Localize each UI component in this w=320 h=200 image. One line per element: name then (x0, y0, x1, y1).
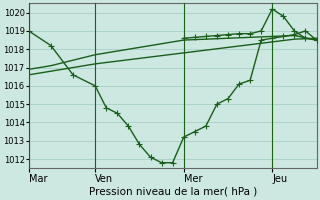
X-axis label: Pression niveau de la mer( hPa ): Pression niveau de la mer( hPa ) (89, 187, 257, 197)
